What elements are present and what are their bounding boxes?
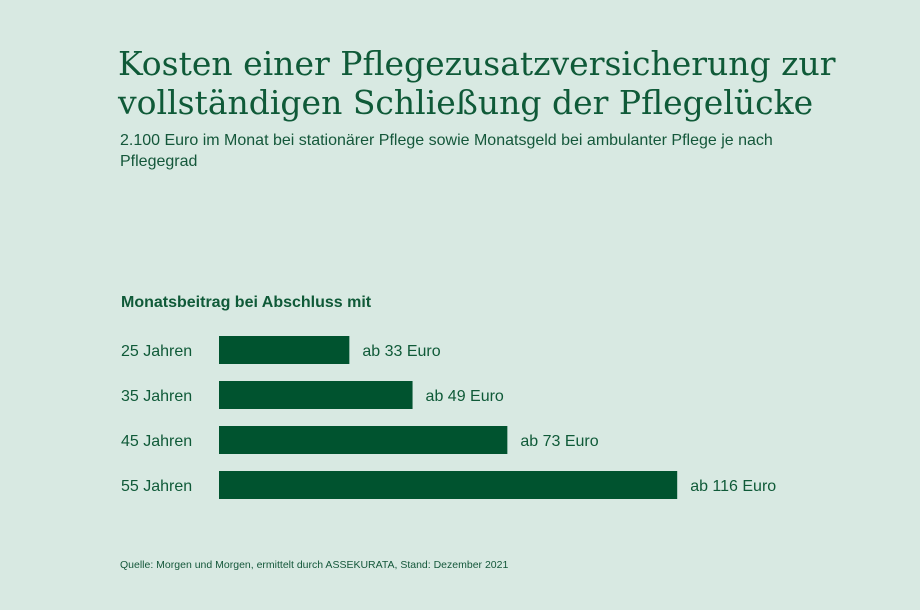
category-label: 35 Jahren: [121, 388, 192, 405]
source-note: Quelle: Morgen und Morgen, ermittelt dur…: [120, 559, 509, 571]
category-label: 25 Jahren: [121, 343, 192, 360]
chart-section-label: Monatsbeitrag bei Abschluss mit: [121, 294, 372, 311]
bar: [219, 426, 508, 454]
bar: [219, 336, 350, 364]
data-label: ab 33 Euro: [362, 343, 440, 360]
chart-title: Kosten einer Pflegezusatzversicherung zu…: [118, 44, 836, 122]
bar: [219, 471, 678, 499]
chart-subtitle: 2.100 Euro im Monat bei stationärer Pfle…: [120, 132, 773, 170]
data-label: ab 116 Euro: [690, 478, 776, 495]
data-label: ab 49 Euro: [426, 388, 504, 405]
bar: [219, 381, 413, 409]
data-label: ab 73 Euro: [520, 433, 598, 450]
category-label: 55 Jahren: [121, 478, 192, 495]
category-label: 45 Jahren: [121, 433, 192, 450]
